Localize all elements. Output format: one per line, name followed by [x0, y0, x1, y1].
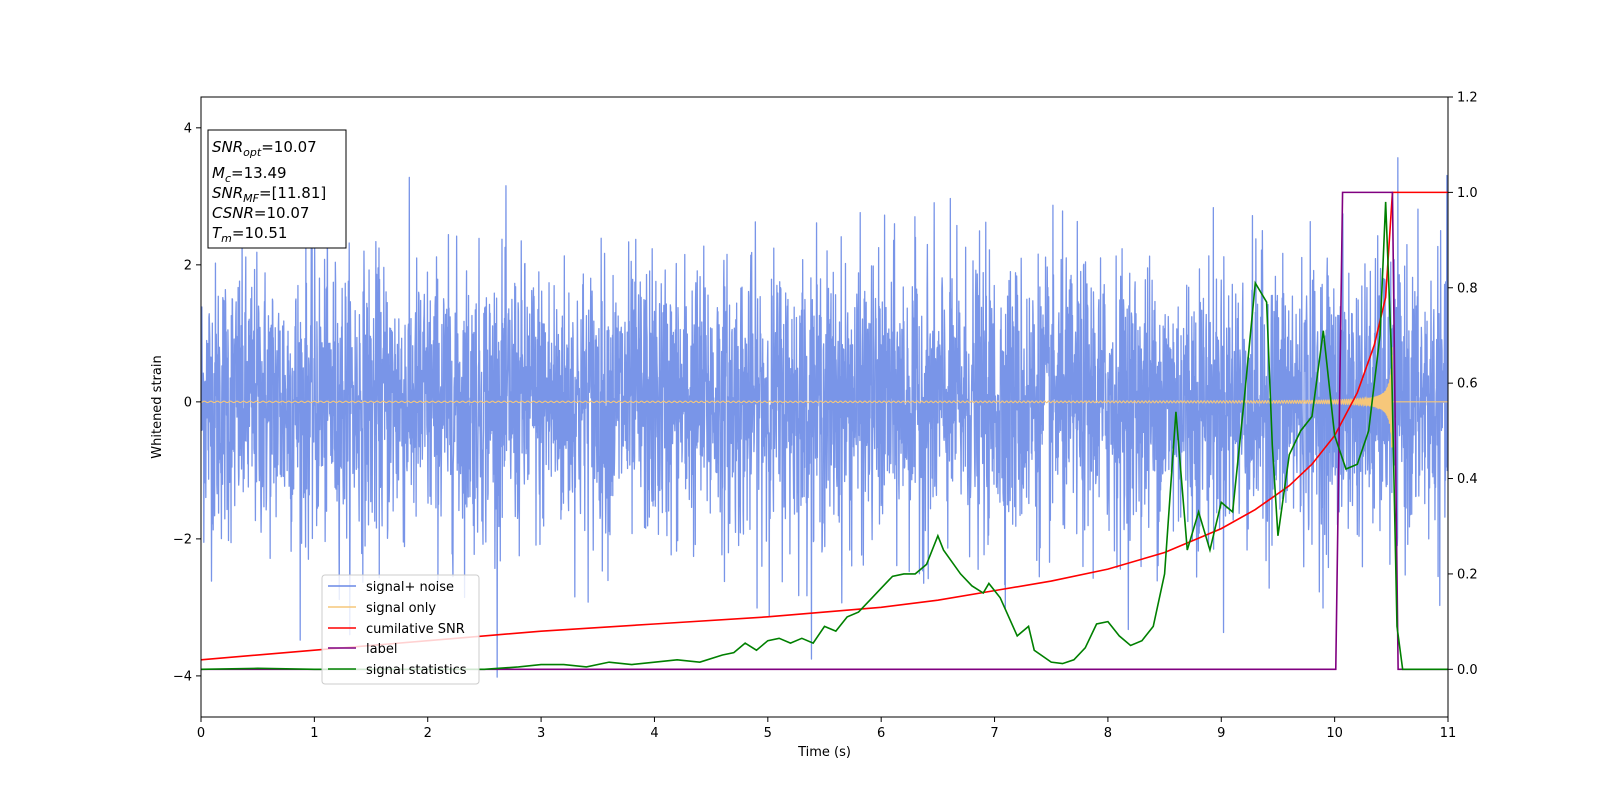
- x-tick-label: 9: [1217, 726, 1225, 741]
- y-axis-right: 1.2 1.0 0.8 0.6 0.4 0.2 0.0: [1448, 91, 1478, 678]
- x-tick-label: 10: [1326, 726, 1343, 741]
- x-axis: 0 1 2 3 4 5 6 7 8 9 10 11: [197, 717, 1456, 741]
- info-tm: Tm=10.51: [212, 224, 287, 245]
- x-tick-label: 0: [197, 726, 205, 741]
- x-tick-label: 4: [650, 726, 658, 741]
- plot-area: [200, 96, 1449, 718]
- info-snr-opt: SNRopt=10.07: [212, 138, 317, 159]
- x-tick-label: 6: [877, 726, 885, 741]
- legend-label-cumilative-snr: cumilative SNR: [366, 622, 465, 637]
- x-tick-label: 2: [424, 726, 432, 741]
- x-axis-label: Time (s): [797, 745, 851, 760]
- info-mc: Mc=13.49: [212, 164, 287, 185]
- legend-label-signal-only: signal only: [366, 601, 436, 616]
- series-line-signal-noise: [201, 157, 1448, 678]
- y-tick-label: −2: [173, 532, 192, 547]
- y2-tick-label: 1.2: [1457, 91, 1478, 106]
- info-snr-mf: SNRMF=[11.81]: [212, 184, 326, 205]
- info-box: SNRopt=10.07 Mc=13.49 SNRMF=[11.81] CSNR…: [207, 129, 347, 249]
- legend-label-signal-statistics: signal statistics: [366, 663, 467, 678]
- series-layer: [201, 157, 1448, 678]
- x-tick-label: 5: [764, 726, 772, 741]
- y2-tick-label: 0.6: [1457, 377, 1478, 392]
- x-tick-label: 3: [537, 726, 545, 741]
- y-axis-label: Whitened strain: [150, 355, 165, 458]
- y-axis-left: 4 2 0 −2 −4: [173, 121, 201, 684]
- legend-frame: [321, 574, 480, 685]
- info-csnr: CSNR=10.07: [212, 204, 309, 222]
- info-box-frame: [207, 129, 347, 249]
- y-tick-label: −4: [173, 669, 192, 684]
- series-line-signal-only: [201, 347, 1448, 448]
- y2-tick-label: 0.8: [1457, 281, 1478, 296]
- series-line-signal-statistics: [201, 201, 1448, 671]
- x-tick-label: 8: [1104, 726, 1112, 741]
- legend-label-signal-noise: signal+ noise: [366, 580, 454, 595]
- x-tick-label: 1: [310, 726, 318, 741]
- y2-tick-label: 0.0: [1457, 663, 1478, 678]
- x-tick-label: 7: [990, 726, 998, 741]
- legend-label-label: label: [366, 642, 397, 657]
- plot-frame: [200, 96, 1449, 718]
- y-tick-label: 0: [184, 395, 192, 410]
- y2-tick-label: 0.4: [1457, 472, 1478, 487]
- y-tick-label: 4: [184, 121, 192, 136]
- series-line-cumilative-snr: [201, 191, 1448, 661]
- y2-tick-label: 1.0: [1457, 186, 1478, 201]
- x-tick-label: 11: [1440, 726, 1457, 741]
- y2-tick-label: 0.2: [1457, 567, 1478, 582]
- legend: signal+ noise signal only cumilative SNR…: [321, 574, 480, 685]
- y-tick-label: 2: [184, 258, 192, 273]
